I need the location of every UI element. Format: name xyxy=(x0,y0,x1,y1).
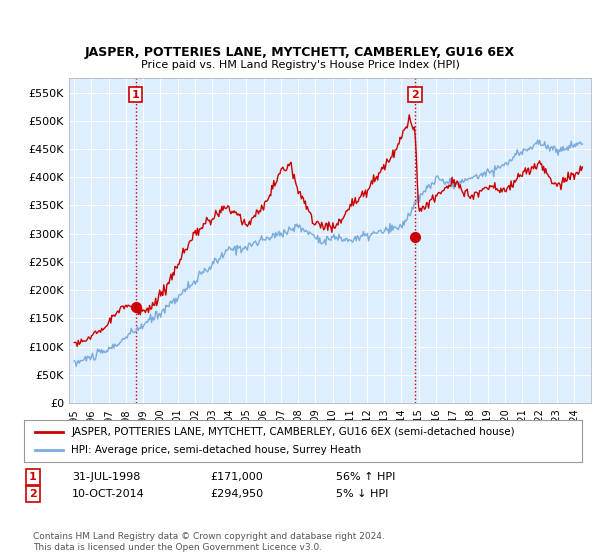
Text: 2: 2 xyxy=(29,489,37,499)
Text: Contains HM Land Registry data © Crown copyright and database right 2024.
This d: Contains HM Land Registry data © Crown c… xyxy=(33,532,385,552)
Text: £171,000: £171,000 xyxy=(210,472,263,482)
Text: JASPER, POTTERIES LANE, MYTCHETT, CAMBERLEY, GU16 6EX: JASPER, POTTERIES LANE, MYTCHETT, CAMBER… xyxy=(85,46,515,59)
Text: 1: 1 xyxy=(132,90,140,100)
Text: £294,950: £294,950 xyxy=(210,489,263,499)
Text: 5% ↓ HPI: 5% ↓ HPI xyxy=(336,489,388,499)
Text: 10-OCT-2014: 10-OCT-2014 xyxy=(72,489,145,499)
Text: Price paid vs. HM Land Registry's House Price Index (HPI): Price paid vs. HM Land Registry's House … xyxy=(140,60,460,70)
Text: HPI: Average price, semi-detached house, Surrey Heath: HPI: Average price, semi-detached house,… xyxy=(71,445,362,455)
Text: JASPER, POTTERIES LANE, MYTCHETT, CAMBERLEY, GU16 6EX (semi-detached house): JASPER, POTTERIES LANE, MYTCHETT, CAMBER… xyxy=(71,427,515,437)
Text: 2: 2 xyxy=(411,90,419,100)
Text: 56% ↑ HPI: 56% ↑ HPI xyxy=(336,472,395,482)
Text: 1: 1 xyxy=(29,472,37,482)
Text: 31-JUL-1998: 31-JUL-1998 xyxy=(72,472,140,482)
